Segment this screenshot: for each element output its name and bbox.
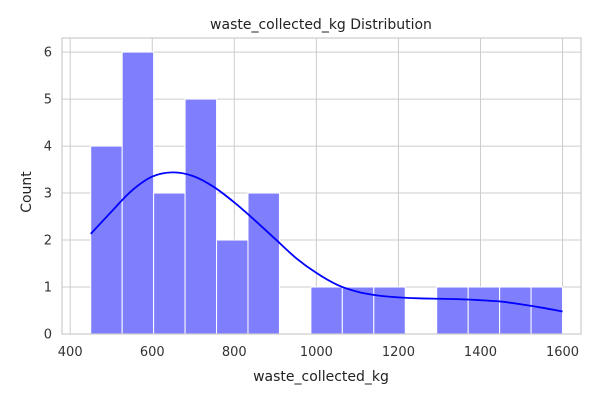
x-tick-label: 400 [58, 345, 83, 360]
histogram-bar [153, 192, 186, 335]
kde-line [90, 171, 563, 313]
histogram-bar [90, 145, 123, 335]
x-tick-label: 1000 [300, 345, 333, 360]
x-axis-title: waste_collected_kg [253, 369, 389, 385]
histogram-bar [436, 286, 469, 335]
histogram-bar [216, 239, 249, 335]
histogram-bar [121, 51, 155, 335]
y-tick-label: 3 [44, 187, 52, 202]
tick-layer: 400 600 800 1000 1200 1400 1600 0 1 2 3 4 5 6 [44, 46, 579, 360]
y-tick-label: 6 [44, 46, 52, 61]
histogram-bar [373, 286, 406, 335]
plot-frame [61, 37, 582, 335]
x-tick-label: 1600 [546, 345, 579, 360]
histogram-bar [310, 286, 343, 335]
y-tick-label: 0 [44, 328, 52, 343]
spine-layer [61, 37, 582, 335]
x-tick-label: 1200 [382, 345, 415, 360]
y-tick-label: 1 [44, 281, 52, 296]
kde-layer [90, 171, 563, 313]
x-tick-label: 1400 [464, 345, 497, 360]
histogram-bar [467, 286, 501, 335]
y-tick-label: 2 [44, 234, 52, 249]
y-tick-label: 5 [44, 93, 52, 108]
x-tick-label: 600 [140, 345, 165, 360]
x-tick-label: 800 [222, 345, 247, 360]
histogram-bar [499, 286, 532, 335]
y-axis-title: Count [19, 171, 35, 213]
chart-title: waste_collected_kg Distribution [210, 17, 432, 33]
y-tick-label: 4 [44, 140, 52, 155]
bar-layer [90, 51, 564, 335]
histogram-bar [184, 98, 218, 335]
histogram-bar [247, 192, 280, 335]
